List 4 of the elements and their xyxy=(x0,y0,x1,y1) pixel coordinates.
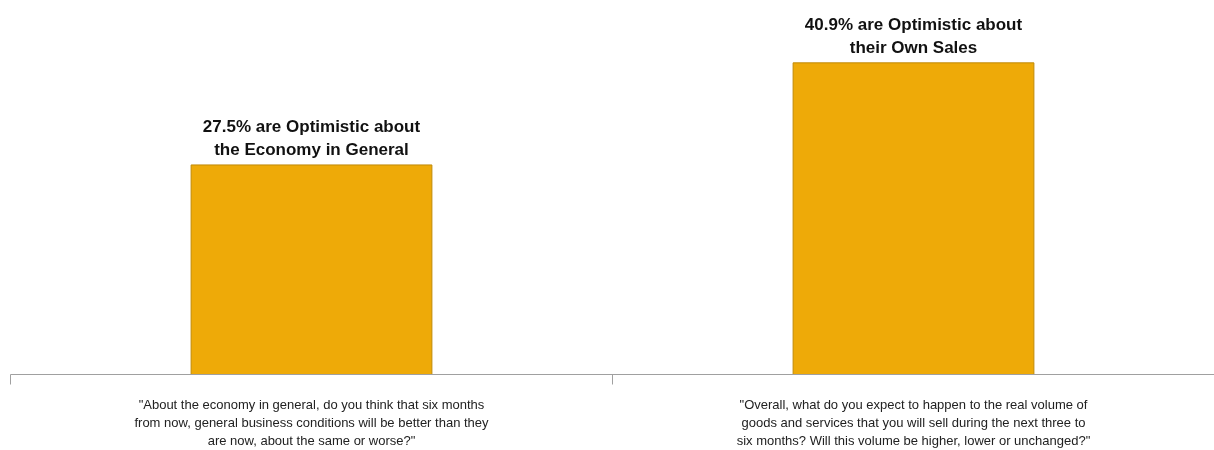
data-label: 40.9% are Optimistic about their Own Sales xyxy=(804,15,1023,57)
data-label: 27.5% are Optimistic about the Economy in General xyxy=(202,117,421,159)
x-tick-label: "Overall, what do you expect to happen to the real volume of goods and services that you will sell during the next three to six months? Will this volume be higher, lower or unchanged?" xyxy=(736,396,1091,448)
x-tick-label: "About the economy in general, do you think that six months from now, general business conditions will be better than they are now, about the same or worse?" xyxy=(134,396,490,448)
